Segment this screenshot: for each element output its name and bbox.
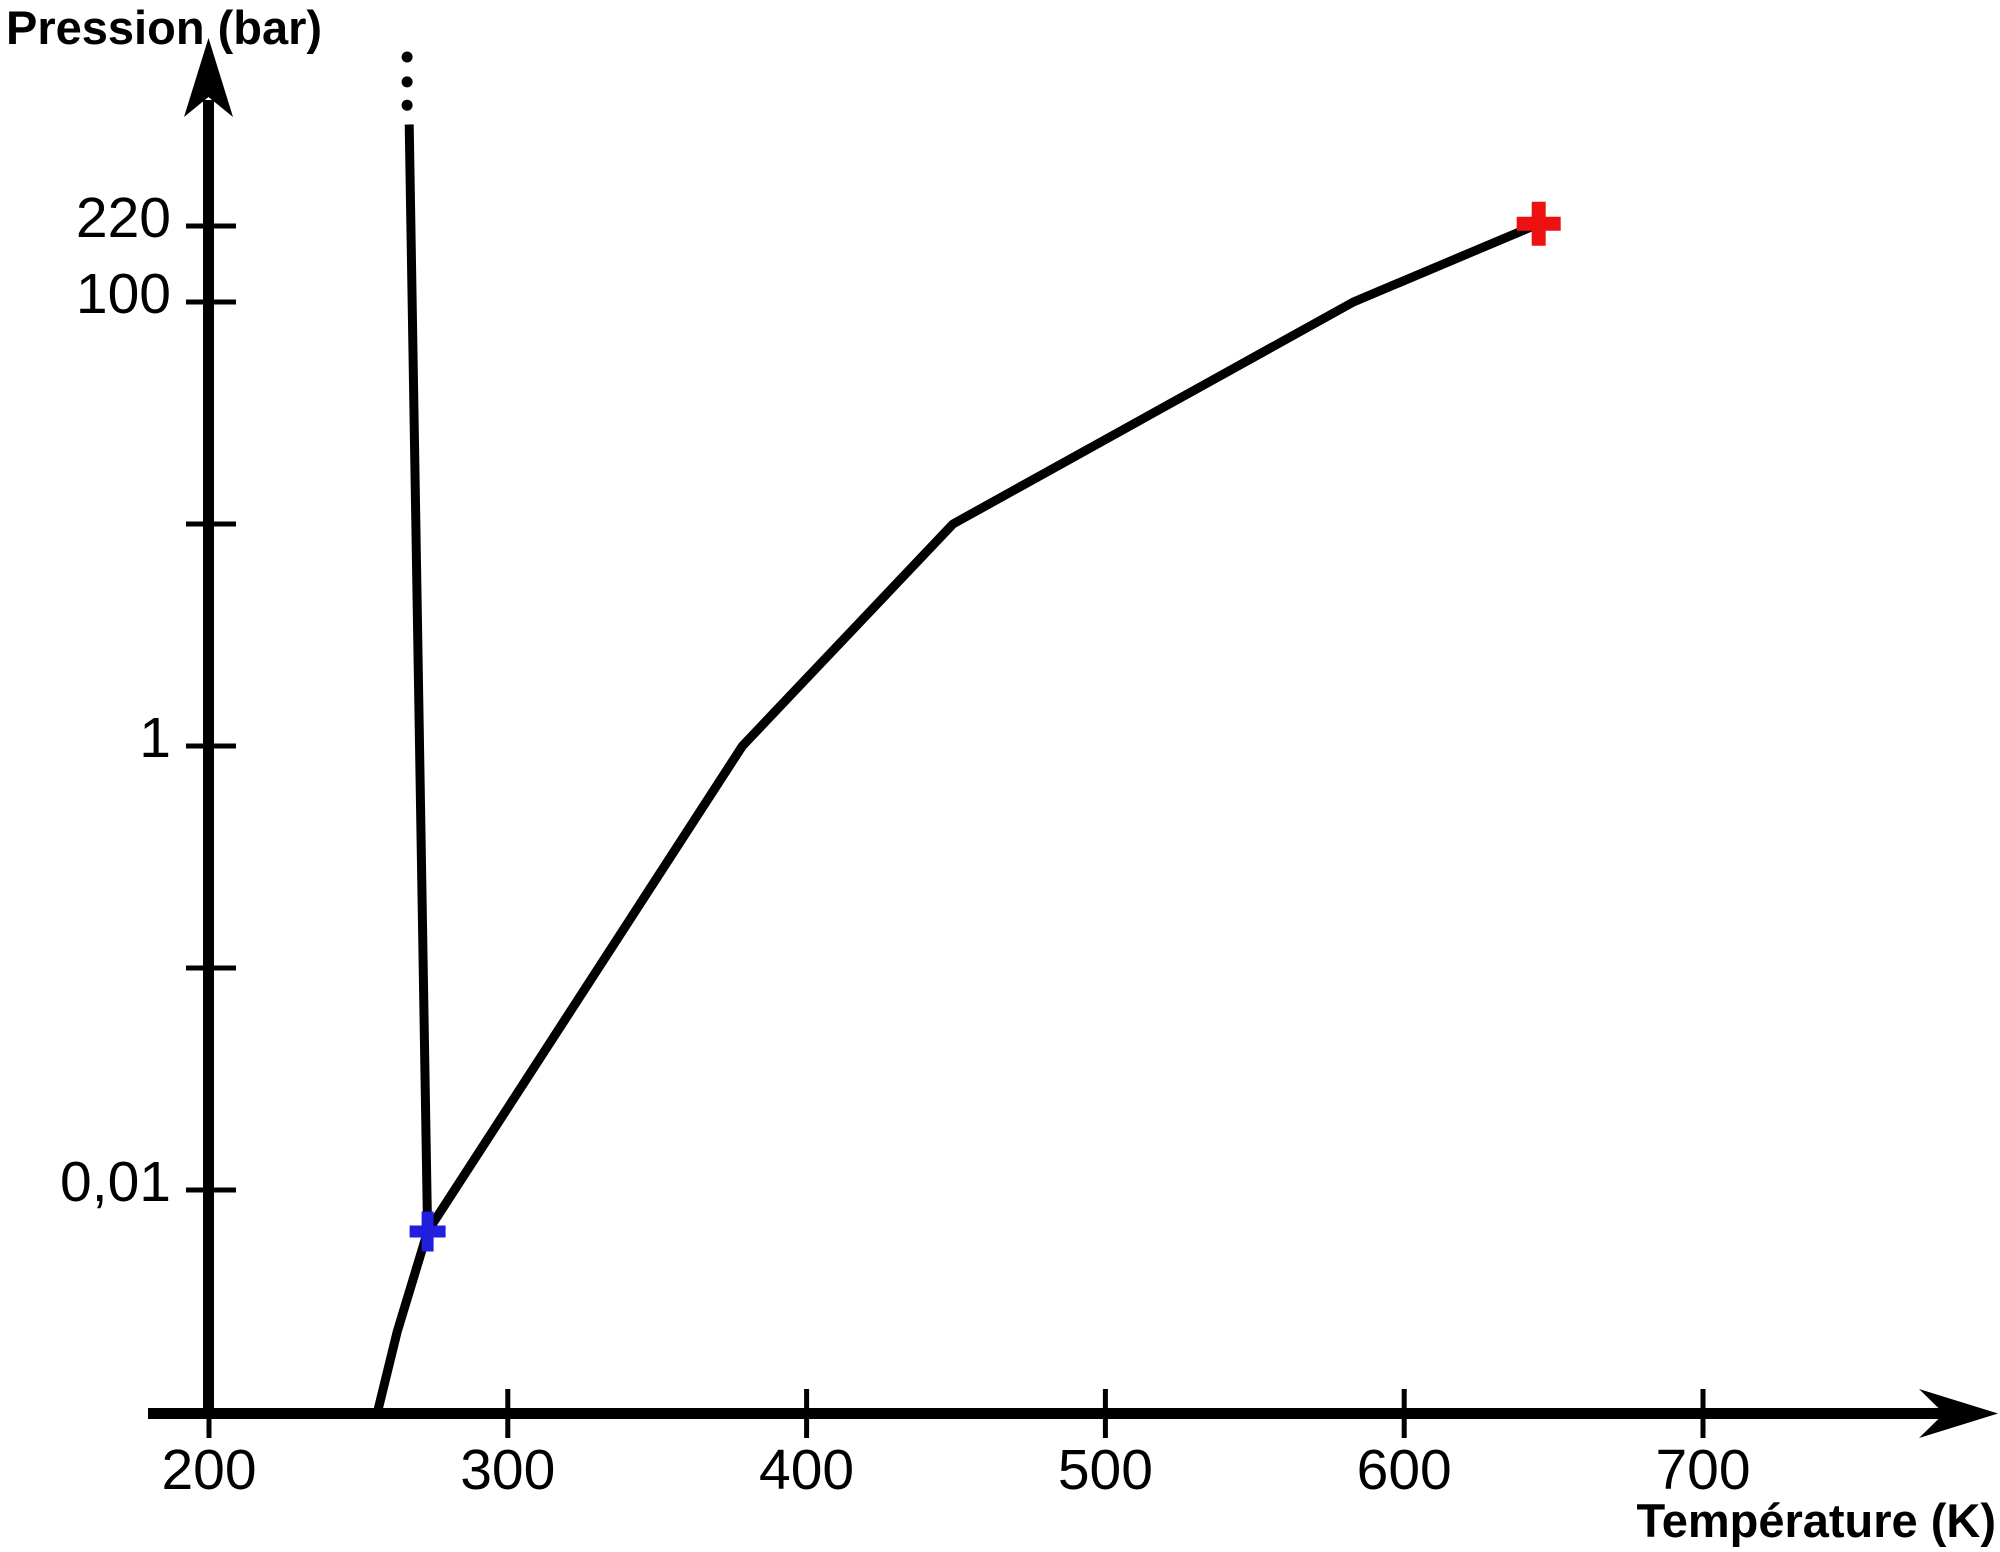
sublimation-curve <box>371 1230 432 1418</box>
y-tick-label: 220 <box>76 186 171 250</box>
y-tick-label: 0,01 <box>60 1150 171 1214</box>
y-axis-title: Pression (bar) <box>6 1 322 54</box>
fusion-continuation-dot <box>401 76 413 88</box>
x-axis-arrowhead <box>1919 1389 1998 1438</box>
x-tick-label: 600 <box>1357 1438 1452 1502</box>
x-tick-label: 300 <box>460 1438 555 1502</box>
x-axis-title: Température (K) <box>1636 1494 1996 1547</box>
fusion-continuation-dot <box>401 51 413 63</box>
ticks-layer: 200 300 400 500 600 700 220 100 1 0,01 <box>60 186 1751 1502</box>
markers-layer <box>409 201 1561 1252</box>
x-tick-label: 700 <box>1655 1438 1750 1502</box>
triple-point-marker <box>409 1211 446 1252</box>
fusion-continuation-dot <box>401 99 413 111</box>
y-tick-label: 100 <box>76 262 171 326</box>
y-tick-label: 1 <box>139 706 171 770</box>
y-axis-arrowhead <box>184 38 233 117</box>
curves-layer <box>371 51 1541 1418</box>
x-tick-label: 400 <box>759 1438 854 1502</box>
critical-point-marker <box>1516 201 1561 246</box>
fusion-curve <box>404 124 433 1232</box>
vaporization-curve <box>423 219 1541 1234</box>
x-tick-label: 200 <box>161 1438 256 1502</box>
axes-layer <box>148 38 1998 1438</box>
x-tick-label: 500 <box>1058 1438 1153 1502</box>
